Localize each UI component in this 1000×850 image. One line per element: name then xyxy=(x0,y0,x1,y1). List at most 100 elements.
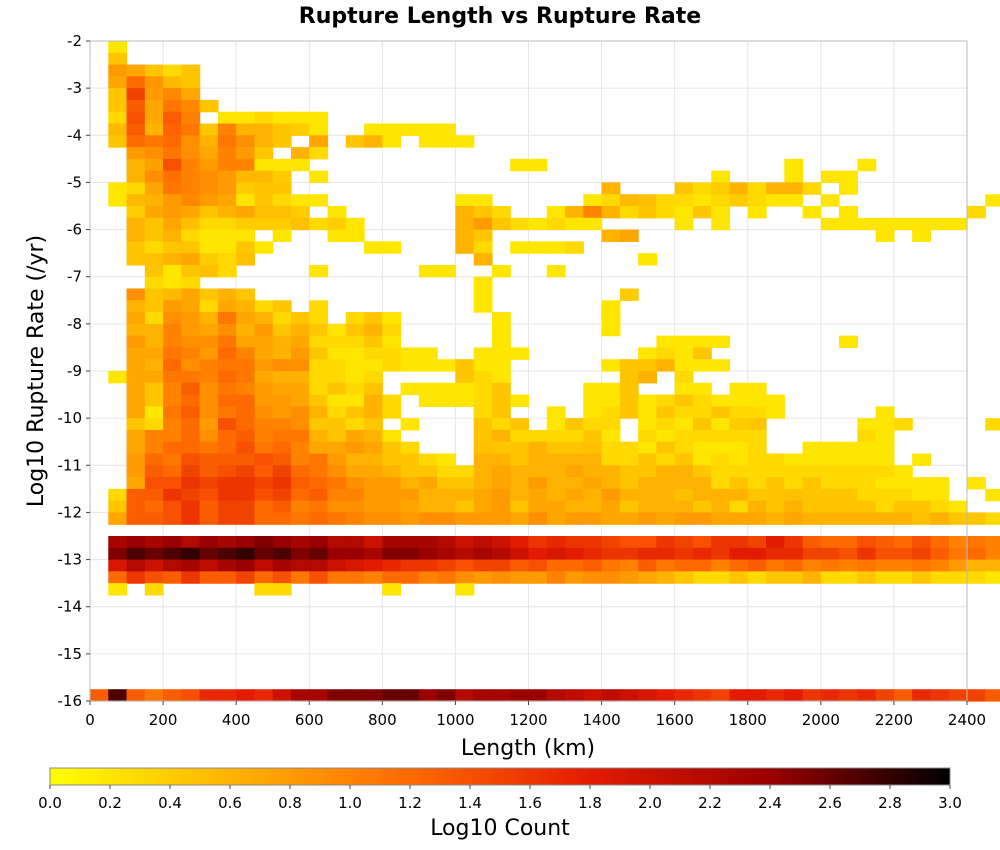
heatmap-cell xyxy=(163,559,182,572)
heatmap-cell xyxy=(199,359,219,372)
heatmap-cell xyxy=(455,547,475,561)
heatmap-cell xyxy=(473,536,493,549)
heatmap-cell xyxy=(418,135,438,148)
heatmap-cell xyxy=(473,418,493,431)
heatmap-cell xyxy=(181,371,201,384)
heatmap-cell xyxy=(163,288,182,301)
heatmap-cell xyxy=(912,571,932,584)
heatmap-cell xyxy=(802,441,822,455)
heatmap-cell xyxy=(199,406,219,419)
heatmap-cell xyxy=(126,253,146,266)
heatmap-cell xyxy=(144,418,164,431)
heatmap-cell xyxy=(327,359,347,372)
heatmap-cell xyxy=(565,477,584,490)
heatmap-cell xyxy=(327,418,347,431)
heatmap-cell xyxy=(272,406,292,419)
heatmap-cell xyxy=(400,123,420,136)
heatmap-cell xyxy=(345,359,365,372)
heatmap-cell xyxy=(382,347,402,360)
heatmap-cell xyxy=(236,382,256,396)
heatmap-cell xyxy=(875,689,895,702)
heatmap-cell xyxy=(400,689,420,702)
heatmap-cell xyxy=(199,536,219,549)
heatmap-cell xyxy=(144,488,164,502)
heatmap-cell xyxy=(948,571,968,584)
heatmap-cell xyxy=(163,371,182,384)
heatmap-cell xyxy=(473,359,493,372)
heatmap-cell xyxy=(455,488,475,502)
heatmap-cell xyxy=(236,347,256,360)
heatmap-cell xyxy=(108,182,128,195)
heatmap-cell xyxy=(345,217,365,231)
heatmap-cell xyxy=(364,429,383,443)
heatmap-cell xyxy=(747,382,767,396)
heatmap-cell xyxy=(163,99,182,113)
heatmap-cell xyxy=(309,111,329,125)
heatmap-cell xyxy=(510,429,530,443)
y-tick-label: -15 xyxy=(58,645,83,663)
heatmap-cell xyxy=(857,477,877,490)
heatmap-cell xyxy=(199,371,219,384)
heatmap-cell xyxy=(656,418,676,431)
heatmap-cell xyxy=(382,312,402,325)
heatmap-cell xyxy=(711,500,731,514)
heatmap-cell xyxy=(912,229,932,242)
heatmap-cell xyxy=(181,323,201,337)
heatmap-cell xyxy=(254,571,274,584)
heatmap-cell xyxy=(784,559,804,572)
heatmap-cell xyxy=(236,536,256,549)
heatmap-cell xyxy=(272,135,292,148)
heatmap-cell xyxy=(254,111,274,125)
heatmap-cell xyxy=(418,512,438,525)
heatmap-cell xyxy=(199,323,219,337)
heatmap-cell xyxy=(181,536,201,549)
heatmap-cell xyxy=(309,429,329,443)
heatmap-cell xyxy=(163,147,182,160)
heatmap-cell xyxy=(546,206,566,219)
heatmap-cell xyxy=(290,512,310,525)
heatmap-cell xyxy=(418,500,438,514)
heatmap-cell xyxy=(473,465,493,478)
heatmap-cell xyxy=(674,512,694,525)
heatmap-cell xyxy=(729,488,749,502)
heatmap-cell xyxy=(565,500,584,514)
heatmap-cell xyxy=(985,571,1000,584)
heatmap-cell xyxy=(217,288,237,301)
heatmap-cell xyxy=(364,359,383,372)
heatmap-cell xyxy=(272,371,292,384)
heatmap-cell xyxy=(766,689,785,702)
heatmap-cell xyxy=(565,206,584,219)
heatmap-cell xyxy=(217,477,237,490)
heatmap-cell xyxy=(217,170,237,184)
heatmap-cell xyxy=(126,512,146,525)
heatmap-cell xyxy=(985,547,1000,561)
heatmap-cell xyxy=(491,394,511,407)
heatmap-cell xyxy=(528,158,548,172)
heatmap-cell xyxy=(747,194,767,207)
heatmap-cell xyxy=(254,170,274,184)
heatmap-cell xyxy=(473,547,493,561)
heatmap-cell xyxy=(382,536,402,549)
heatmap-cell xyxy=(163,253,182,266)
heatmap-cell xyxy=(619,500,639,514)
heatmap-cell xyxy=(272,123,292,136)
y-tick-label: -5 xyxy=(67,173,82,191)
heatmap-cell xyxy=(985,536,1000,549)
heatmap-cell xyxy=(254,182,274,195)
heatmap-cell xyxy=(217,441,237,455)
heatmap-cell xyxy=(254,300,274,313)
heatmap-cell xyxy=(491,335,511,349)
heatmap-cell xyxy=(272,323,292,337)
heatmap-cell xyxy=(400,547,420,561)
heatmap-cell xyxy=(546,441,566,455)
heatmap-cell xyxy=(181,241,201,254)
heatmap-cell xyxy=(290,394,310,407)
heatmap-cell xyxy=(181,158,201,172)
heatmap-cell xyxy=(108,371,128,384)
heatmap-cell xyxy=(601,194,621,207)
heatmap-cell xyxy=(546,500,566,514)
heatmap-cell xyxy=(656,359,676,372)
heatmap-cell xyxy=(309,536,329,549)
heatmap-cell xyxy=(272,394,292,407)
heatmap-cell xyxy=(163,547,182,561)
